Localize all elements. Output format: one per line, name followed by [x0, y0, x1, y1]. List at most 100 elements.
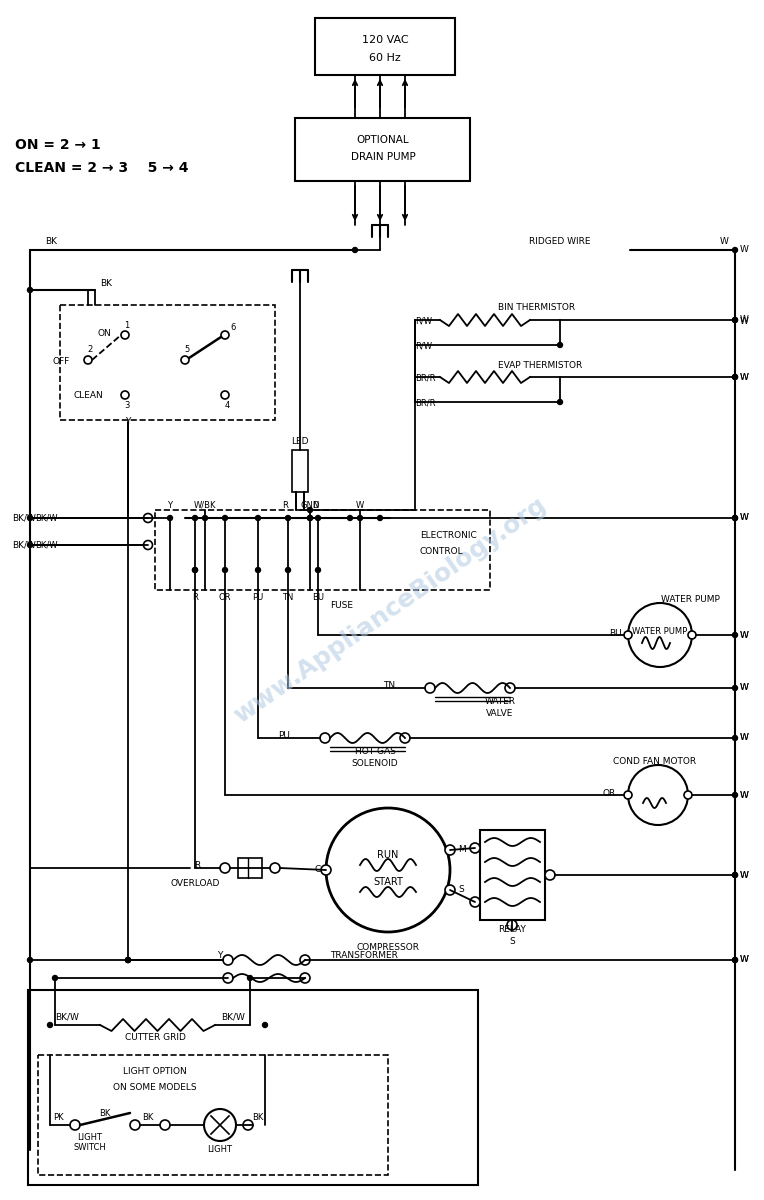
Text: N: N [312, 500, 319, 510]
Circle shape [558, 400, 562, 404]
Circle shape [470, 842, 480, 853]
Circle shape [248, 976, 252, 980]
Circle shape [243, 1120, 253, 1130]
Text: W: W [740, 791, 749, 799]
Circle shape [221, 391, 229, 398]
Text: SWITCH: SWITCH [73, 1142, 106, 1152]
Circle shape [160, 1120, 170, 1130]
Circle shape [53, 976, 57, 980]
Text: BK: BK [100, 278, 112, 288]
Text: BK/W: BK/W [35, 514, 57, 522]
Text: S: S [509, 937, 515, 947]
Circle shape [358, 516, 362, 521]
Text: BK/W: BK/W [12, 514, 36, 522]
Circle shape [121, 391, 129, 398]
Text: W: W [740, 514, 749, 522]
Text: R/W: R/W [415, 317, 432, 325]
Text: W: W [740, 630, 749, 640]
Circle shape [733, 872, 737, 877]
Text: W: W [740, 955, 749, 965]
Circle shape [624, 631, 632, 638]
Circle shape [223, 955, 233, 965]
Text: BK/W: BK/W [55, 1013, 79, 1021]
Text: W: W [740, 955, 749, 965]
Bar [315, 18, 455, 74]
Text: START: START [373, 877, 403, 887]
Text: CLEAN = 2 → 3    5 → 4: CLEAN = 2 → 3 5 → 4 [15, 161, 189, 175]
Circle shape [144, 514, 153, 522]
Text: BR/R: BR/R [415, 398, 435, 408]
Circle shape [125, 958, 131, 962]
Circle shape [307, 516, 312, 521]
Text: W: W [740, 684, 749, 692]
Circle shape [125, 958, 131, 962]
Circle shape [733, 736, 737, 740]
Circle shape [628, 602, 692, 667]
Circle shape [316, 568, 321, 572]
Text: WATER PUMP: WATER PUMP [661, 595, 720, 605]
Text: S: S [458, 886, 464, 894]
Text: 5: 5 [184, 346, 189, 354]
Circle shape [28, 516, 33, 521]
Text: 120 VAC: 120 VAC [361, 35, 408, 44]
Circle shape [377, 516, 383, 521]
Text: RIDGED WIRE: RIDGED WIRE [529, 238, 591, 246]
Circle shape [223, 973, 233, 983]
Text: LIGHT: LIGHT [77, 1133, 102, 1141]
Text: W: W [740, 791, 749, 799]
Text: PU: PU [278, 732, 290, 740]
Circle shape [84, 356, 92, 364]
Text: CONTROL: CONTROL [420, 547, 464, 557]
Text: ON: ON [97, 330, 111, 338]
Text: BK: BK [99, 1109, 111, 1117]
Text: BR/R: BR/R [415, 373, 435, 383]
Text: BIN THERMISTOR: BIN THERMISTOR [498, 304, 575, 312]
Text: R: R [192, 593, 198, 601]
Text: www.ApplianceBiology.org: www.ApplianceBiology.org [229, 492, 551, 727]
Text: LED: LED [291, 438, 309, 446]
Text: C: C [315, 865, 321, 875]
Circle shape [733, 792, 737, 798]
Text: W/BK: W/BK [194, 500, 216, 510]
Text: WATER PUMP: WATER PUMP [633, 626, 688, 636]
Text: FUSE: FUSE [330, 600, 353, 610]
Circle shape [181, 356, 189, 364]
Circle shape [321, 865, 331, 875]
Text: SOLENOID: SOLENOID [351, 760, 398, 768]
Circle shape [733, 958, 737, 962]
Circle shape [733, 632, 737, 637]
Circle shape [121, 331, 129, 338]
Text: ELECTRONIC: ELECTRONIC [420, 530, 477, 540]
Text: BK/W: BK/W [221, 1013, 245, 1021]
Bar [28, 990, 478, 1186]
Text: BU: BU [610, 629, 622, 637]
Text: W: W [740, 317, 749, 325]
Text: 60 Hz: 60 Hz [369, 53, 401, 62]
Text: W: W [740, 684, 749, 692]
Circle shape [733, 685, 737, 690]
Circle shape [733, 872, 737, 877]
Text: Y: Y [125, 418, 131, 426]
Text: COND FAN MOTOR: COND FAN MOTOR [613, 757, 697, 767]
Text: TRANSFORMER: TRANSFORMER [330, 950, 398, 960]
Circle shape [688, 631, 696, 638]
Text: R/W: R/W [415, 342, 432, 350]
Circle shape [70, 1120, 80, 1130]
Bar [295, 118, 470, 181]
Text: W: W [740, 870, 749, 880]
Text: BK/W: BK/W [12, 540, 36, 550]
Text: BK: BK [45, 238, 57, 246]
Text: W: W [740, 630, 749, 640]
Text: EVAP THERMISTOR: EVAP THERMISTOR [498, 360, 582, 370]
Circle shape [733, 516, 737, 521]
Text: ON = 2 → 1: ON = 2 → 1 [15, 138, 101, 152]
Circle shape [445, 845, 455, 854]
Circle shape [221, 331, 229, 338]
Text: WATER: WATER [484, 697, 516, 707]
Text: W: W [740, 733, 749, 743]
Circle shape [255, 516, 261, 521]
Circle shape [628, 766, 688, 826]
Text: W: W [740, 316, 749, 324]
Circle shape [326, 808, 450, 932]
Circle shape [300, 955, 310, 965]
